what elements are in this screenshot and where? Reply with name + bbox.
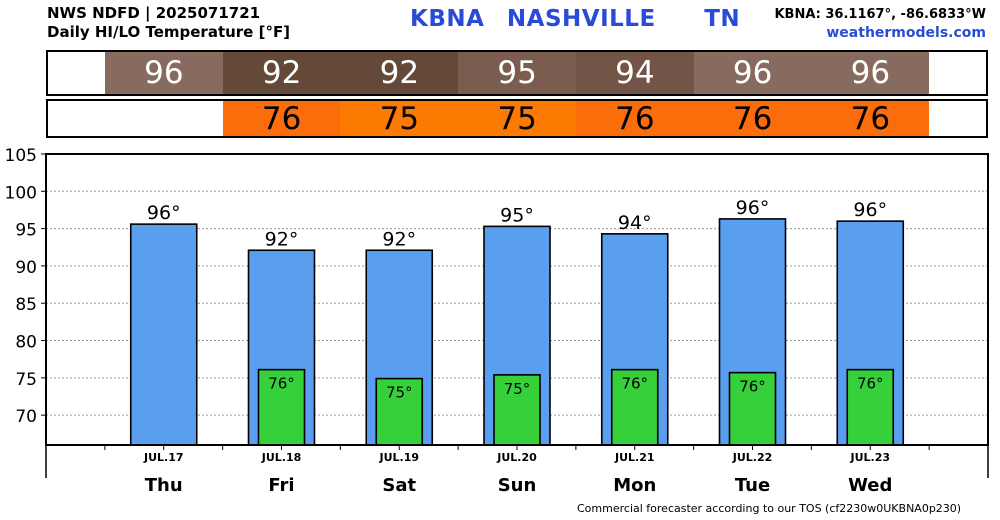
- high-temperature-strip: 96 92 92 95 94 96 96: [46, 50, 988, 96]
- x-day-label: Fri: [268, 475, 294, 496]
- x-day-label: Wed: [848, 475, 892, 496]
- low-value-cell: [104, 101, 223, 136]
- low-temp-label: 76°: [621, 375, 648, 393]
- station-coordinates: KBNA: 36.1167°, -86.6833°W: [774, 7, 986, 22]
- y-tick-label: 75: [15, 370, 37, 390]
- x-date-label: JUL.21: [614, 451, 655, 464]
- y-tick-label: 105: [5, 146, 37, 166]
- low-value-cell: 75: [458, 101, 577, 136]
- x-day-label: Sat: [382, 475, 416, 496]
- low-value-cell: 76: [222, 101, 341, 136]
- high-temp-label: 94°: [618, 212, 652, 234]
- high-value-cell: 92: [222, 52, 341, 94]
- x-day-label: Tue: [735, 475, 770, 496]
- model-run-label: NWS NDFD | 2025071721: [47, 4, 261, 22]
- y-tick-label: 95: [15, 221, 37, 241]
- high-value-cell: 96: [693, 52, 812, 94]
- high-temp-label: 96°: [147, 202, 181, 224]
- low-value-cell: 75: [340, 101, 459, 136]
- x-date-label: JUL.23: [849, 451, 890, 464]
- y-tick-label: 80: [15, 333, 37, 353]
- city-name: NASHVILLE: [506, 6, 656, 32]
- x-date-label: JUL.20: [496, 451, 537, 464]
- x-day-label: Thu: [145, 475, 183, 496]
- low-temp-bar: [728, 371, 777, 446]
- y-tick-label: 100: [5, 183, 37, 203]
- x-date-label: JUL.19: [378, 451, 419, 464]
- header-left: NWS NDFD | 2025071721 Daily HI/LO Temper…: [47, 4, 290, 42]
- low-value-cell: 76: [811, 101, 930, 136]
- low-temp-label: 75°: [386, 384, 413, 402]
- low-value-cell: 76: [693, 101, 812, 136]
- high-temp-label: 92°: [382, 228, 416, 250]
- low-temp-label: 76°: [268, 375, 295, 393]
- low-temp-bar: [375, 377, 424, 446]
- x-date-label: JUL.17: [143, 451, 184, 464]
- high-value-cell: 96: [811, 52, 930, 94]
- footer-note: Commercial forecaster according to our T…: [577, 502, 962, 515]
- low-temp-bar: [493, 374, 541, 446]
- x-date-label: JUL.18: [261, 451, 302, 464]
- high-value-cell: 96: [104, 52, 223, 94]
- x-date-label: JUL.22: [732, 451, 773, 464]
- low-value-cell: 76: [575, 101, 694, 136]
- product-title: Daily HI/LO Temperature [°F]: [47, 23, 291, 41]
- high-value-cell: 92: [340, 52, 459, 94]
- low-temp-label: 76°: [857, 375, 884, 393]
- high-temp-bar: [129, 223, 198, 446]
- state-name: TN: [704, 6, 741, 32]
- high-value-cell: 95: [458, 52, 577, 94]
- station-id: KBNA: [410, 6, 485, 32]
- high-temp-label: 95°: [500, 204, 534, 226]
- y-tick-label: 70: [15, 407, 37, 427]
- low-temp-label: 76°: [739, 378, 766, 396]
- x-day-label: Sun: [498, 475, 537, 496]
- high-temp-label: 96°: [853, 199, 887, 221]
- high-temp-label: 92°: [265, 228, 299, 250]
- high-value-cell: 94: [575, 52, 694, 94]
- y-tick-label: 85: [15, 295, 37, 315]
- location-title: KBNA NASHVILLE TN: [410, 6, 754, 32]
- high-temp-label: 96°: [736, 197, 770, 219]
- site-link[interactable]: weathermodels.com: [826, 25, 986, 41]
- x-day-label: Mon: [613, 475, 656, 496]
- low-temp-label: 75°: [504, 380, 531, 398]
- header-right: KBNA: 36.1167°, -86.6833°W weathermodels…: [774, 5, 986, 43]
- low-temperature-strip: 76 75 75 76 76 76: [46, 99, 988, 138]
- low-temp-bar: [610, 368, 659, 446]
- y-tick-label: 90: [15, 258, 37, 278]
